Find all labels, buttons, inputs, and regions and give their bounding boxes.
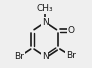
Text: Br: Br — [66, 51, 76, 60]
Text: N: N — [42, 18, 49, 27]
Text: CH₃: CH₃ — [37, 4, 54, 13]
Text: O: O — [68, 26, 75, 35]
Text: N: N — [42, 52, 49, 61]
Text: Br: Br — [15, 52, 24, 61]
